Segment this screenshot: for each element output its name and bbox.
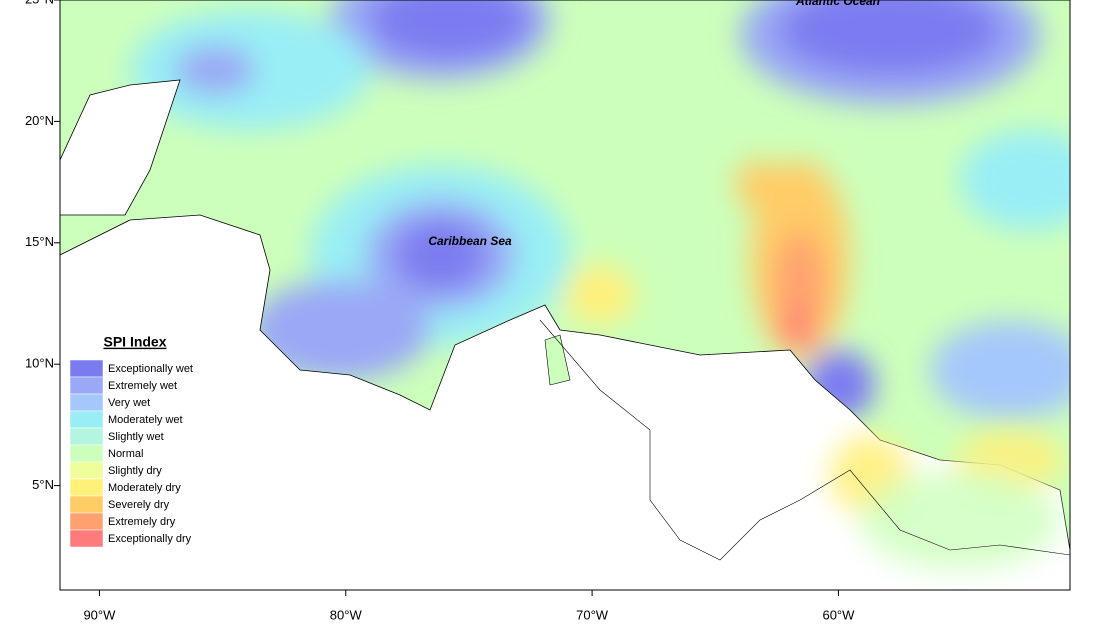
legend-label: Normal	[108, 448, 143, 460]
legend-label: Severely dry	[108, 499, 170, 511]
legend-swatch	[69, 495, 104, 514]
legend-swatch	[69, 359, 104, 378]
legend-label: Moderately wet	[108, 414, 183, 426]
legend-swatch	[69, 393, 104, 412]
legend-swatch	[69, 427, 104, 446]
y-tick-label: 15°N	[25, 234, 54, 249]
legend-swatch	[69, 478, 104, 497]
legend-swatch	[69, 376, 104, 395]
legend-label: Exceptionally wet	[108, 363, 193, 375]
legend-label: Moderately dry	[108, 482, 181, 494]
place-label: Atlantic Ocean	[795, 0, 880, 8]
legend: SPI Index Exceptionally wet Extremely wet…	[69, 334, 193, 548]
place-label: Caribbean Sea	[428, 234, 512, 248]
legend-swatch	[69, 529, 104, 548]
legend-swatch	[69, 410, 104, 429]
legend-label: Slightly dry	[108, 465, 162, 477]
legend-swatch	[69, 461, 104, 480]
legend-label: Extremely dry	[108, 516, 176, 528]
x-tick-label: 60°W	[822, 607, 855, 622]
land	[60, 79, 1070, 590]
y-tick-label: 20°N	[25, 113, 54, 128]
y-tick-label: 10°N	[25, 356, 54, 371]
spi-field	[60, 0, 1070, 590]
legend-swatch	[69, 444, 104, 463]
legend-title: SPI Index	[103, 334, 166, 350]
x-tick-label: 80°W	[330, 607, 363, 622]
y-tick-label: 5°N	[32, 477, 54, 492]
legend-label: Exceptionally dry	[108, 533, 192, 545]
y-tick-label: 25°N	[25, 0, 54, 6]
legend-swatch	[69, 512, 104, 531]
frame	[59, 0, 1071, 591]
x-tick-label: 90°W	[83, 607, 116, 622]
legend-label: Slightly wet	[108, 431, 164, 443]
legend-label: Extremely wet	[108, 380, 177, 392]
x-tick-label: 70°W	[576, 607, 609, 622]
legend-label: Very wet	[108, 397, 150, 409]
